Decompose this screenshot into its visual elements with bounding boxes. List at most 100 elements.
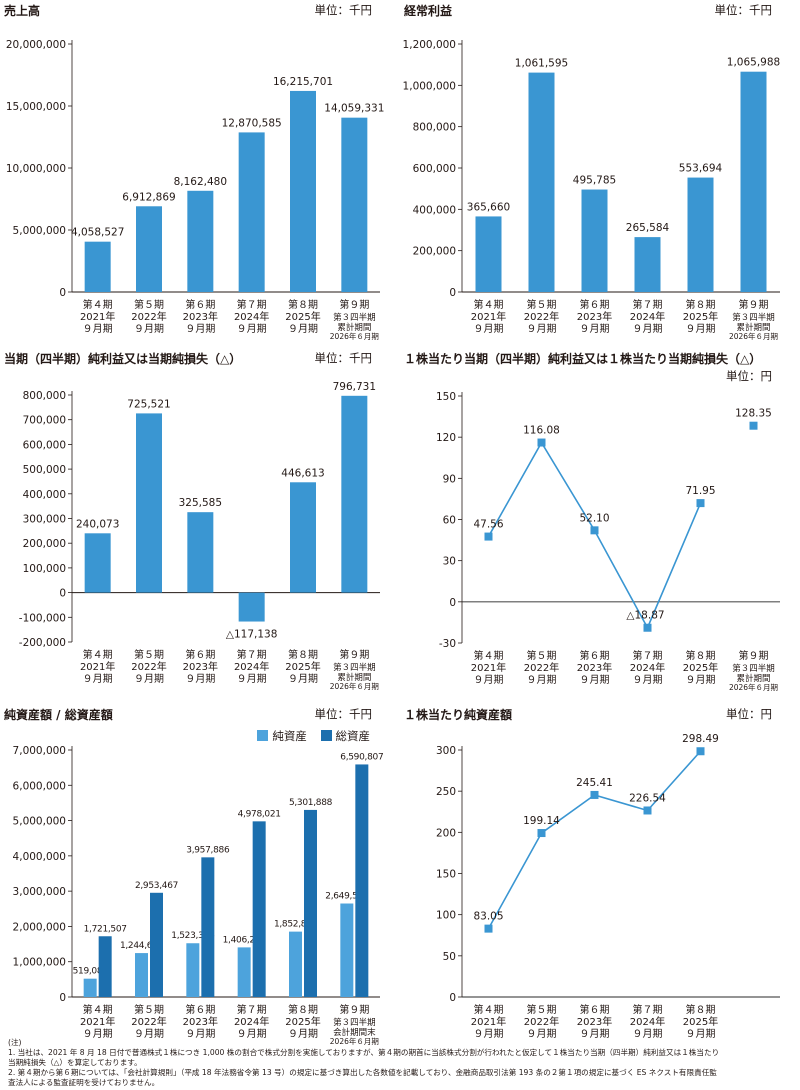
x-tick-label: 第９期 xyxy=(739,298,769,311)
data-label: 495,785 xyxy=(573,175,616,187)
y-tick-label: 90 xyxy=(443,473,456,485)
x-tick-label: ９月期 xyxy=(185,1028,215,1040)
data-label: 83.05 xyxy=(473,911,503,923)
y-tick-label: 2,000,000 xyxy=(13,921,66,933)
data-label: 3,957,886 xyxy=(186,845,230,855)
y-tick-label: -200,000 xyxy=(19,637,66,649)
x-tick-label: ９月期 xyxy=(83,1028,113,1040)
y-tick-label: 100 xyxy=(436,910,456,922)
bar xyxy=(187,190,214,292)
data-label: 1,852,860 xyxy=(274,920,318,930)
chart-panel-eps: １株当たり当期（四半期）純利益又は１株当たり当期純損失（△） 単位：円 -30 0… xyxy=(400,350,790,695)
y-tick-label: 7,000,000 xyxy=(13,745,66,757)
y-tick-label: 400,000 xyxy=(413,204,456,216)
y-tick-label: 0 xyxy=(449,992,456,1004)
bar xyxy=(475,216,502,292)
x-tick-label: 2023年 xyxy=(183,660,218,673)
x-tick-label: ９月期 xyxy=(633,1028,663,1040)
data-label: 4,058,527 xyxy=(71,227,124,239)
x-tick-label: 第３四半期 xyxy=(333,1017,376,1028)
bar xyxy=(187,512,214,593)
x-tick-label: 2024年 xyxy=(234,660,269,673)
footnotes: (注) 1. 当社は、2021 年 8 月 18 日付で普通株式１株につき 1,… xyxy=(8,1038,794,1088)
data-label: 1,061,595 xyxy=(515,58,568,70)
data-point xyxy=(484,532,493,541)
data-label: 226.54 xyxy=(629,792,666,804)
x-tick-label: 第８期 xyxy=(288,648,318,661)
legend-item-net-assets: 純資産 xyxy=(257,728,307,744)
legend-swatch xyxy=(257,730,269,741)
data-point xyxy=(484,924,493,933)
data-label: 365,660 xyxy=(467,201,510,213)
data-point xyxy=(590,790,599,799)
x-tick-label: ９月期 xyxy=(474,674,504,686)
x-tick-label: 第５期 xyxy=(134,648,164,661)
y-tick-label: 400,000 xyxy=(23,489,66,501)
x-tick-label: ９月期 xyxy=(288,673,318,685)
unit-label: 単位：千円 xyxy=(314,351,373,365)
x-tick-label: 2024年 xyxy=(234,310,269,323)
x-tick-label: ９月期 xyxy=(185,323,215,335)
x-tick-label: 第７期 xyxy=(237,298,267,311)
x-tick-label: 2024年 xyxy=(234,1015,269,1028)
data-label: 6,912,869 xyxy=(122,191,175,203)
y-tick-label: 15,000,000 xyxy=(6,101,66,113)
sales-bar-chart: 0 5,000,000 10,000,000 15,000,000 20,000,000… xyxy=(6,39,385,341)
x-tick-label: ９月期 xyxy=(633,674,663,686)
x-tick-label: ９月期 xyxy=(527,674,557,686)
bar xyxy=(237,947,251,997)
x-tick-label: 2021年 xyxy=(471,661,506,674)
x-tick-label: 第７期 xyxy=(633,298,663,311)
x-tick-label: 2021年 xyxy=(80,1015,115,1028)
x-tick-label: ９月期 xyxy=(134,1028,164,1040)
data-point xyxy=(643,806,652,815)
y-tick-label: 300 xyxy=(436,745,456,757)
x-tick-label: 第３四半期 xyxy=(732,312,775,323)
data-label: 240,073 xyxy=(76,518,119,530)
unit-label: 単位：千円 xyxy=(714,3,773,17)
x-tick-label: 第５期 xyxy=(527,298,557,311)
y-tick-label: 800,000 xyxy=(413,122,456,134)
x-tick-label: 2026年６月期 xyxy=(729,682,778,692)
y-tick-label: 6,000,000 xyxy=(13,780,66,792)
bar xyxy=(136,206,162,292)
data-label: 47.56 xyxy=(473,519,503,531)
x-tick-label: 累計期間 xyxy=(337,672,371,683)
bar xyxy=(290,482,316,593)
y-tick-label: 30 xyxy=(443,556,456,568)
legend-label: 総資産 xyxy=(335,729,371,743)
chart-panel-net-income: 当期（四半期）純利益又は当期純損失（△） 単位：千円 -200,000 -100,… xyxy=(0,350,390,695)
x-tick-label: 累計期間 xyxy=(337,322,371,333)
y-tick-label: 200,000 xyxy=(413,246,456,258)
y-tick-label: 800,000 xyxy=(23,390,66,402)
x-tick-label: 2021年 xyxy=(471,310,506,323)
y-tick-label: 3,000,000 xyxy=(13,886,66,898)
x-tick-label: 累計期間 xyxy=(736,673,770,684)
y-tick-label: 1,000,000 xyxy=(403,80,456,92)
x-tick-label: ９月期 xyxy=(580,674,610,686)
bar xyxy=(98,936,112,997)
footnote-line: 当期純損失（△）を算定しております。 xyxy=(8,1058,142,1067)
x-tick-label: 累計期間 xyxy=(736,322,770,333)
data-label: 116.08 xyxy=(523,425,560,437)
data-label: 519,084 xyxy=(73,967,109,977)
data-point xyxy=(696,499,705,508)
x-tick-label: 2025年 xyxy=(285,660,320,673)
chart-panel-sales: 売上高 単位：千円 0 5,000,000 10,000,000 15,000,000… xyxy=(0,2,390,347)
data-label: 71.95 xyxy=(685,485,715,497)
y-tick-label: -100,000 xyxy=(19,612,66,624)
data-label: 199.14 xyxy=(523,815,560,827)
data-label: 325,585 xyxy=(179,497,222,509)
x-tick-label: 2022年 xyxy=(131,660,166,673)
bar xyxy=(84,533,111,593)
y-tick-label: 0 xyxy=(59,287,66,299)
x-tick-label: 第８期 xyxy=(288,1003,318,1016)
eps-line-chart: -300306090120150第４期2021年９月期第５期2022年９月期第６… xyxy=(436,391,780,692)
x-tick-label: ９月期 xyxy=(237,323,267,335)
data-label: 1,244,605 xyxy=(120,941,163,951)
x-tick-label: 第４期 xyxy=(474,1003,504,1016)
x-tick-label: 第３四半期 xyxy=(732,663,775,674)
x-tick-label: 第７期 xyxy=(633,1003,663,1016)
chart-title: １株当たり当期（四半期）純利益又は１株当たり当期純損失（△） xyxy=(404,352,762,366)
data-label: 796,731 xyxy=(333,381,376,393)
